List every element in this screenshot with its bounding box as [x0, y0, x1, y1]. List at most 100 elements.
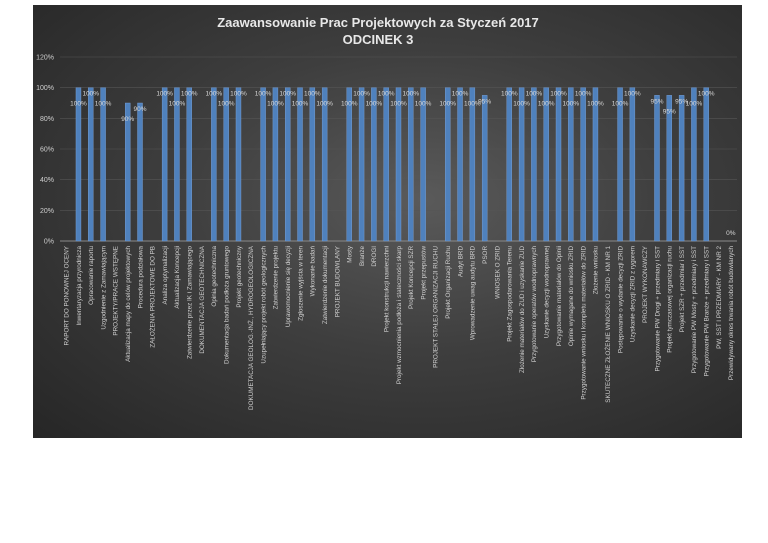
bar — [592, 87, 599, 242]
bar — [531, 87, 537, 242]
bar — [371, 87, 377, 242]
bar — [358, 87, 365, 242]
bar — [580, 87, 586, 242]
x-tick-label: PROJEKT WYKONAWCZY — [642, 245, 649, 323]
data-label: 100% — [624, 91, 641, 98]
bar — [75, 87, 82, 242]
x-tick-label: Uprawomocnienie się decyzji — [285, 246, 292, 327]
chart-title: Zaawansowanie Prac Projektowych za Stycz… — [217, 15, 539, 30]
data-label: 100% — [255, 91, 272, 98]
x-tick-label: Wykonanie badań — [310, 246, 317, 297]
x-tick-label: Zatwierdzenie projektu — [273, 246, 280, 310]
bar — [285, 87, 291, 242]
x-tick-label: Projekt Organizacji Ruchu — [445, 246, 452, 319]
bar — [469, 87, 476, 242]
x-tick-label: Przygotowanie wniosku i kompletu materia… — [580, 246, 587, 400]
y-tick-label: 40% — [40, 177, 54, 184]
data-label: 0% — [726, 230, 736, 237]
bar — [629, 87, 636, 242]
bar — [137, 102, 143, 242]
bar — [161, 87, 168, 242]
x-tick-label: Zgłoszenie wyjścia w teren — [297, 246, 304, 321]
bar — [506, 87, 512, 242]
y-tick-label: 0% — [44, 239, 54, 246]
x-tick-label: Projekt tymczasowej organizacji ruchu — [667, 246, 674, 353]
x-tick-label: Analiza optymalizacji — [162, 246, 169, 304]
x-tick-label: Dokumentacja badań podłoża gruntowego — [223, 246, 230, 364]
bar — [383, 87, 389, 242]
y-tick-label: 120% — [36, 55, 54, 62]
bar — [408, 87, 414, 242]
data-label: 100% — [550, 91, 567, 98]
bar — [174, 87, 180, 242]
data-label: 95% — [675, 98, 688, 105]
x-tick-label: Projekt Zagospodarowania Terenu — [507, 246, 514, 342]
bar — [555, 87, 562, 242]
x-tick-label: RAPORT DO PONOWNEJ OCENY — [63, 245, 70, 345]
x-tick-label: Inwentaryzacja przyrodnicza — [76, 246, 83, 326]
x-tick-label: PROJEKT BUDOWLANY — [334, 245, 341, 317]
bar — [568, 87, 574, 242]
y-tick-label: 60% — [40, 147, 54, 154]
x-tick-label: Projekt wzmocnienia podłoża i statecznoś… — [396, 246, 403, 385]
data-label: 100% — [304, 91, 321, 98]
bar — [186, 87, 192, 242]
bar — [321, 87, 328, 242]
bar — [309, 87, 316, 242]
bar — [678, 95, 685, 242]
y-tick-label: 100% — [36, 85, 54, 92]
data-label: 100% — [341, 101, 358, 108]
data-label: 100% — [353, 91, 370, 98]
chart-area: Zaawansowanie Prac Projektowych za Stycz… — [33, 5, 742, 438]
bar — [481, 95, 488, 242]
data-label: 100% — [70, 101, 87, 108]
x-tick-label: Mosty — [347, 245, 354, 263]
data-label: 100% — [452, 91, 469, 98]
data-label: 100% — [390, 101, 407, 108]
x-tick-label: Branże — [359, 246, 366, 266]
bar — [124, 102, 131, 242]
data-label: 100% — [95, 101, 112, 108]
x-tick-label: DOKUMENTACJA GEOTECHNICZNA — [199, 245, 206, 353]
chart-subtitle: ODCINEK 3 — [343, 32, 414, 47]
x-tick-label: ZAŁOŻENIA PROJEKTOWE DO PB — [148, 246, 157, 348]
bar — [88, 87, 94, 242]
x-tick-label: Przygotowanie operatów wodnoprawnych — [531, 246, 538, 363]
x-tick-label: Aktualizacja Koncepcji — [174, 246, 181, 309]
bar — [617, 87, 623, 242]
data-label: 100% — [686, 101, 703, 108]
x-tick-label: PW, SST I PRZEDMIARY - KM NR 2 — [716, 246, 723, 349]
data-label: 100% — [206, 91, 223, 98]
data-label: 100% — [366, 101, 383, 108]
bar-chart: Zaawansowanie Prac Projektowych za Stycz… — [36, 15, 737, 410]
data-label: 100% — [267, 101, 284, 108]
data-label: 100% — [464, 101, 481, 108]
x-tick-label: Uzupełniający projekt robót geologicznyc… — [260, 246, 267, 364]
data-label: 100% — [575, 91, 592, 98]
bar — [272, 87, 279, 242]
bar — [654, 95, 660, 242]
data-label: 95% — [478, 98, 491, 105]
data-label: 90% — [121, 116, 134, 123]
x-tick-label: Złożenie wniosku — [593, 246, 600, 295]
bar — [211, 87, 217, 242]
data-label: 100% — [378, 91, 395, 98]
data-label: 100% — [82, 91, 99, 98]
x-tick-label: Opinie wymagane do wniosku ZRID — [568, 246, 575, 347]
x-tick-label: Przygotowanie PW Branże + przedmiary i S… — [704, 246, 711, 377]
bar — [543, 87, 549, 242]
x-tick-label: Przygotowanie materiałów do Opinii — [556, 246, 563, 346]
x-tick-label: WNIOSEK O ZRID — [494, 246, 501, 299]
data-label: 100% — [538, 101, 555, 108]
x-tick-label: Wprowadzenie uwag audytu BRD — [470, 246, 477, 341]
x-tick-label: PROJEKTY/PRACE WSTĘPNE — [113, 246, 120, 336]
x-tick-label: Uzyskanie decyzji wodnoprawnej — [544, 246, 551, 338]
bar — [691, 87, 697, 242]
x-tick-label: PROJEKT STAŁEJ ORGANIZACJI RUCHU — [433, 246, 440, 368]
bar — [420, 87, 426, 242]
data-label: 90% — [134, 106, 147, 113]
bar — [346, 87, 352, 242]
data-label: 100% — [279, 91, 296, 98]
bar — [457, 87, 463, 242]
x-tick-label: Przygotowanie PW Mosty + przedmiary i SS… — [691, 246, 698, 373]
